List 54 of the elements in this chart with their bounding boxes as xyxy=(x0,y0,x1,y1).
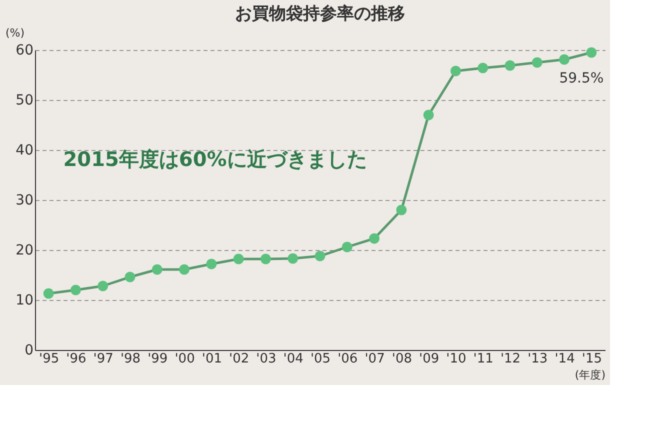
point xyxy=(396,204,407,216)
point xyxy=(233,254,244,264)
point xyxy=(260,254,271,264)
x-tick-label: '00 xyxy=(174,352,195,366)
x-tick-label: '09 xyxy=(419,352,440,366)
point xyxy=(179,264,190,275)
point xyxy=(70,284,81,296)
x-tick-label: '04 xyxy=(283,352,304,366)
x-tick-label: '99 xyxy=(148,352,168,366)
data-label: 59.5% xyxy=(559,70,604,86)
y-tick-label: 0 xyxy=(24,342,34,358)
x-tick-label: '10 xyxy=(446,352,466,366)
x-axis-title: (年度) xyxy=(574,368,606,382)
x-tick-label: '15 xyxy=(582,352,602,366)
point xyxy=(423,110,434,120)
annotation: 2015年度は60%に近づきました xyxy=(63,147,367,171)
x-tick-label: '07 xyxy=(364,352,385,366)
y-tick-label: 10 xyxy=(16,292,34,308)
x-tick-label: '08 xyxy=(392,352,412,366)
x-tick-label: '98 xyxy=(120,352,141,366)
point xyxy=(586,47,597,58)
y-tick-label: 30 xyxy=(16,192,34,208)
point xyxy=(288,253,298,264)
y-tick-label: 40 xyxy=(16,142,34,158)
point xyxy=(559,54,570,65)
point xyxy=(342,242,352,252)
point xyxy=(532,57,542,68)
x-tick-label: '11 xyxy=(473,352,494,366)
x-tick-label: '02 xyxy=(229,352,250,366)
y-tick-label: 50 xyxy=(16,92,34,108)
x-tick-label: '97 xyxy=(93,352,114,366)
point xyxy=(450,66,461,76)
point xyxy=(124,272,136,282)
point xyxy=(369,233,380,244)
x-tick-label: '03 xyxy=(256,352,276,366)
point xyxy=(314,250,326,262)
y-tick-label: 20 xyxy=(16,242,34,258)
point xyxy=(478,62,488,74)
point xyxy=(43,288,54,299)
point xyxy=(206,258,217,270)
y-axis-title: (%) xyxy=(6,26,25,40)
x-tick-label: '06 xyxy=(338,352,358,366)
x-tick-label: '95 xyxy=(39,352,60,366)
point xyxy=(152,264,162,275)
x-tick-label: '14 xyxy=(554,352,575,366)
y-tick-label: 60 xyxy=(16,42,34,58)
x-tick-label: '96 xyxy=(66,352,86,366)
x-tick-label: '12 xyxy=(500,352,521,366)
x-tick-label: '13 xyxy=(528,352,548,366)
point xyxy=(504,60,516,71)
point xyxy=(98,280,108,292)
chart-title: お買物袋持参率の推移 xyxy=(235,4,405,24)
x-tick-label: '01 xyxy=(202,352,222,366)
x-tick-label: '05 xyxy=(310,352,331,366)
